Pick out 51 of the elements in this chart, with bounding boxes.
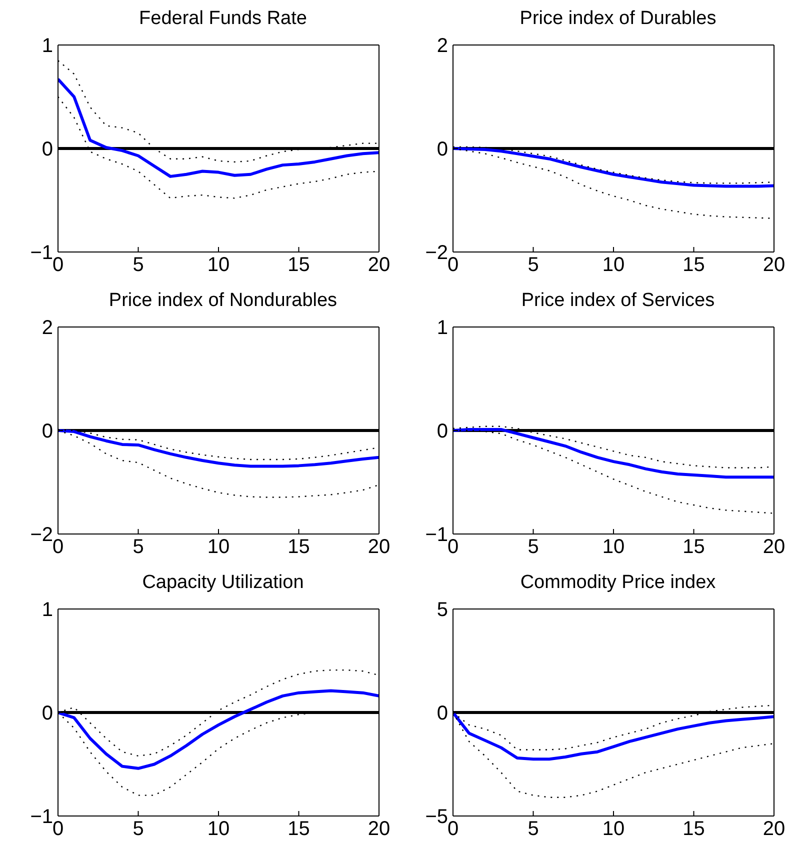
y-tick-label: 2 xyxy=(42,317,53,340)
chart-title: Price index of Nondurables xyxy=(108,290,338,313)
x-tick-label: 5 xyxy=(528,536,539,558)
x-tick-label: 15 xyxy=(288,254,310,276)
y-tick-label: 0 xyxy=(436,138,448,161)
y-tick-label: 2 xyxy=(436,35,448,58)
y-tick-label: −2 xyxy=(30,524,53,546)
x-tick-label: 20 xyxy=(368,536,390,558)
y-tick-label: −1 xyxy=(30,242,53,264)
chart-title: Capacity Utilization xyxy=(141,572,305,595)
x-tick-label: 10 xyxy=(207,536,230,558)
x-tick-label: 5 xyxy=(528,254,539,276)
x-tick-label: 20 xyxy=(762,254,786,276)
x-tick-label: 10 xyxy=(207,818,230,840)
y-tick-label: 1 xyxy=(42,599,53,622)
y-tick-label: 0 xyxy=(42,702,53,725)
x-tick-label: 20 xyxy=(762,536,786,558)
x-tick-label: 5 xyxy=(132,536,144,558)
chart-title: Price index of Durables xyxy=(518,8,718,31)
chart-title: Federal Funds Rate xyxy=(138,8,308,31)
x-tick-label: 20 xyxy=(368,818,390,840)
line-series xyxy=(58,78,379,178)
y-tick-label: 1 xyxy=(42,35,53,58)
line-series xyxy=(453,711,774,761)
x-tick-label: 15 xyxy=(682,254,705,276)
x-tick-label: 15 xyxy=(288,818,310,840)
x-tick-label: 15 xyxy=(682,818,705,840)
x-tick-label: 5 xyxy=(132,818,144,840)
y-tick-label: 5 xyxy=(436,599,448,622)
line-series xyxy=(58,689,379,770)
x-tick-label: 10 xyxy=(207,254,230,276)
y-tick-label: −5 xyxy=(425,806,448,828)
x-tick-label: 20 xyxy=(762,818,786,840)
x-tick-label: 10 xyxy=(602,254,625,276)
x-tick-label: 10 xyxy=(602,818,625,840)
x-tick-label: 20 xyxy=(368,254,390,276)
chart-title: Commodity Price index xyxy=(519,572,717,595)
x-tick-label: 5 xyxy=(528,818,539,840)
x-tick-label: 5 xyxy=(132,254,144,276)
y-tick-label: −2 xyxy=(425,242,448,264)
x-tick-label: 15 xyxy=(288,536,310,558)
y-tick-label: −1 xyxy=(30,806,53,828)
y-tick-label: 0 xyxy=(42,138,53,161)
y-tick-label: 0 xyxy=(436,702,448,725)
y-tick-label: 0 xyxy=(436,420,448,443)
y-tick-label: −1 xyxy=(425,524,448,546)
y-tick-label: 0 xyxy=(42,420,53,443)
chart-title: Price index of Services xyxy=(520,290,716,313)
y-tick-label: 1 xyxy=(436,317,448,340)
x-tick-label: 10 xyxy=(602,536,625,558)
x-tick-label: 15 xyxy=(682,536,705,558)
